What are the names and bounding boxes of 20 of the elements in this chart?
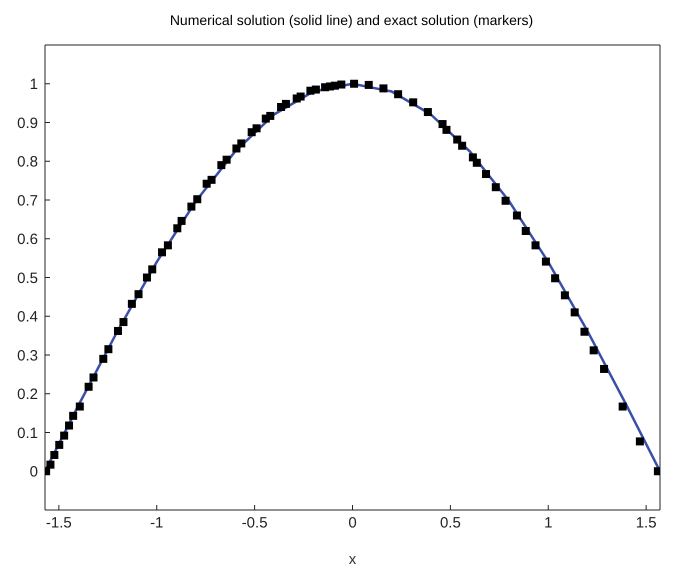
y-tick-label: 0.2 (17, 386, 38, 404)
x-tick-label: -1.5 (46, 514, 72, 532)
y-tick-label: 0.1 (17, 424, 38, 442)
chart-title: Numerical solution (solid line) and exact solution (markers) (168, 11, 534, 30)
y-tick-label: 0.3 (17, 347, 38, 364)
y-tick-label: 0.4 (17, 308, 38, 326)
x-tick-label: 1.5 (636, 514, 657, 532)
x-tick-label: -1 (150, 514, 164, 532)
y-tick-label: 0.9 (17, 114, 38, 132)
x-tick-label: 0.5 (440, 514, 461, 532)
x-tick-label: 1 (544, 514, 552, 532)
x-tick-label: -0.5 (242, 514, 268, 532)
y-tick-label: 0.5 (17, 270, 38, 287)
y-tick-label: 1 (30, 76, 38, 94)
y-tick-label: 0.8 (17, 154, 38, 171)
x-axis-title: x (348, 551, 357, 568)
y-tick-label: 0 (30, 464, 38, 481)
x-tick-label: 0 (348, 514, 357, 532)
y-tick-label: 0.6 (17, 231, 38, 248)
y-tick-label: 0.7 (17, 192, 38, 210)
